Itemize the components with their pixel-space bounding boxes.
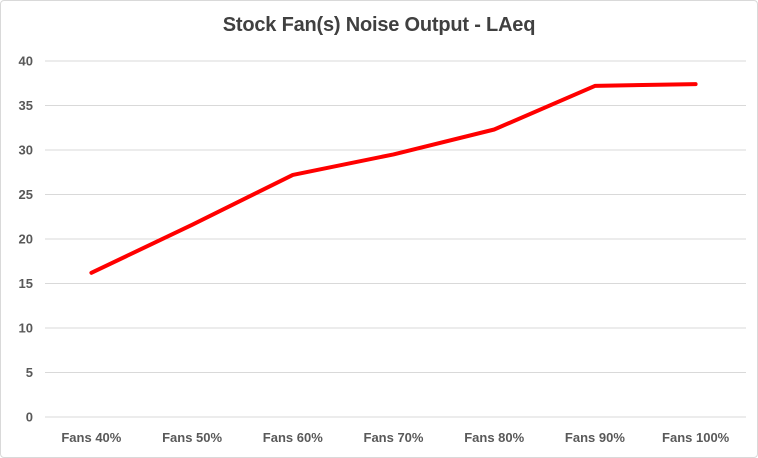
x-tick-label: Fans 70%	[364, 430, 424, 445]
y-tick-label: 0	[26, 410, 33, 425]
x-tick-label: Fans 50%	[162, 430, 222, 445]
y-tick-label: 25	[19, 187, 33, 202]
y-tick-label: 30	[19, 143, 33, 158]
y-tick-label: 5	[26, 365, 33, 380]
y-tick-label: 20	[19, 232, 33, 247]
y-tick-label: 10	[19, 321, 33, 336]
x-tick-label: Fans 100%	[662, 430, 730, 445]
y-tick-label: 15	[19, 276, 33, 291]
y-tick-label: 35	[19, 98, 33, 113]
data-line-laeq	[89, 82, 698, 275]
x-tick-label: Fans 40%	[61, 430, 121, 445]
x-tick-label: Fans 90%	[565, 430, 625, 445]
x-tick-label: Fans 80%	[464, 430, 524, 445]
x-tick-label: Fans 60%	[263, 430, 323, 445]
chart-title: Stock Fan(s) Noise Output - LAeq	[222, 14, 536, 36]
y-tick-label: 40	[19, 54, 33, 69]
